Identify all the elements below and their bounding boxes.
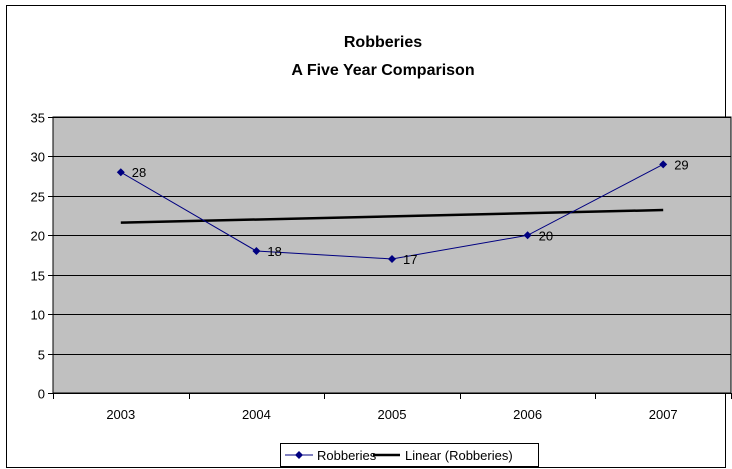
x-tick-label: 2005 — [378, 407, 407, 422]
y-tick-label: 30 — [31, 150, 45, 165]
data-point-marker — [116, 168, 125, 177]
x-tick-label: 2007 — [649, 407, 678, 422]
x-tick-label: 2004 — [242, 407, 271, 422]
data-label: 28 — [132, 165, 146, 180]
y-tick-label: 10 — [31, 308, 45, 323]
y-tick-label: 15 — [31, 269, 45, 284]
data-label: 18 — [267, 244, 281, 259]
data-label: 20 — [539, 228, 553, 243]
data-point-marker — [252, 247, 261, 256]
x-axis: 2003 2004 2005 2006 2007 — [53, 393, 732, 422]
x-tick-label: 2006 — [513, 407, 542, 422]
legend-box — [280, 443, 539, 467]
data-label: 17 — [403, 252, 417, 267]
x-tick-label: 2003 — [106, 407, 135, 422]
legend: Robberies Linear (Robberies) — [280, 443, 539, 467]
legend-trend-label: Linear (Robberies) — [405, 448, 513, 463]
y-tick-label: 0 — [38, 387, 45, 402]
chart-subtitle: A Five Year Comparison — [291, 62, 474, 79]
data-point-marker — [388, 254, 396, 263]
y-tick-label: 20 — [31, 229, 45, 244]
data-point-marker — [659, 160, 668, 169]
y-tick-label: 25 — [31, 190, 45, 205]
legend-robberies-marker — [295, 451, 303, 459]
legend-robberies-label: Robberies — [317, 448, 377, 463]
chart-title: Robberies — [344, 34, 422, 51]
series-robberies: 28 18 17 20 29 — [116, 157, 689, 267]
gridlines — [53, 117, 731, 394]
data-point-marker — [523, 231, 532, 240]
data-label: 29 — [674, 157, 688, 172]
y-tick-label: 5 — [38, 348, 45, 363]
y-tick-label: 35 — [31, 111, 45, 126]
y-axis: 0 5 10 15 20 25 30 35 — [31, 111, 53, 402]
